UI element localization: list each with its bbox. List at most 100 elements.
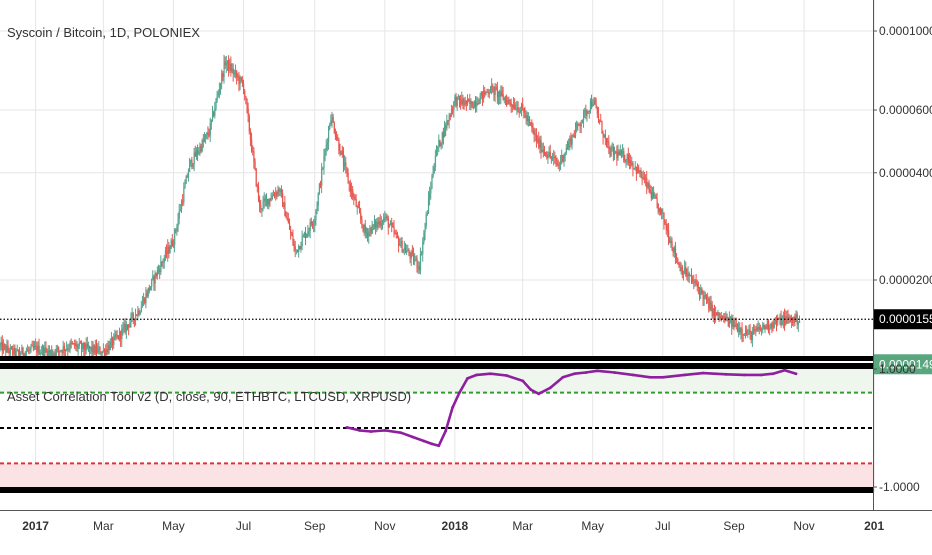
- time-axis-label: Sep: [723, 519, 745, 533]
- price-candle-body: [217, 92, 219, 96]
- price-candle-body: [210, 119, 213, 123]
- price-candle-body: [691, 274, 693, 280]
- price-candle-body: [403, 248, 406, 250]
- price-candle-body: [797, 322, 800, 325]
- time-axis-label: Jul: [655, 519, 670, 533]
- price-candle-body: [303, 233, 306, 236]
- price-candle-body: [507, 99, 509, 105]
- price-candle-body: [416, 258, 418, 267]
- price-candle-body: [348, 182, 350, 185]
- price-candle-body: [121, 328, 123, 340]
- price-candle-body: [712, 308, 715, 317]
- price-candle-body: [387, 218, 389, 228]
- price-candle-body: [686, 275, 688, 277]
- price-candle-body: [439, 140, 441, 147]
- price-candle-body: [78, 342, 80, 347]
- price-candle-body: [118, 331, 121, 339]
- price-candle-body: [249, 131, 252, 140]
- price-candle-body: [105, 349, 107, 356]
- price-candle-body: [578, 124, 580, 126]
- price-candle-body: [385, 216, 387, 218]
- price-candle-body: [400, 240, 402, 245]
- price-candle-body: [218, 89, 221, 93]
- price-candle-body: [713, 308, 716, 317]
- price-candle-body: [76, 344, 78, 349]
- price-candle-body: [539, 140, 541, 148]
- price-candle-body: [6, 345, 8, 353]
- price-candle-body: [424, 225, 426, 233]
- price-candle-body: [494, 87, 496, 95]
- price-candle-body: [502, 94, 504, 100]
- price-candle-body: [64, 349, 67, 352]
- price-candle-body: [461, 98, 463, 105]
- price-candle-body: [485, 91, 487, 95]
- price-candle-body: [609, 148, 611, 156]
- correlation-point: [548, 386, 552, 390]
- price-candle-body: [179, 209, 182, 211]
- price-candle-body: [109, 341, 111, 350]
- price-candle-body: [45, 347, 47, 351]
- price-candle-body: [125, 324, 128, 332]
- price-candle-body: [22, 347, 24, 355]
- price-candle-body: [580, 123, 582, 127]
- price-candle-body: [382, 222, 384, 224]
- price-candle-body: [669, 239, 671, 244]
- price-candle-body: [247, 108, 249, 117]
- price-candle-body: [426, 213, 429, 215]
- price-candle-body: [129, 322, 131, 328]
- price-candle-body: [614, 151, 616, 155]
- price-candle-body: [263, 198, 265, 202]
- correlation-point: [369, 430, 373, 433]
- price-candle-body: [433, 167, 435, 173]
- price-candle-body: [384, 217, 386, 219]
- price-candle-body: [52, 354, 54, 356]
- price-candle-body: [504, 97, 507, 100]
- grid-layer: [0, 0, 875, 492]
- price-candle-body: [63, 346, 66, 352]
- price-candle-body: [53, 353, 55, 355]
- price-candle-body: [183, 188, 185, 203]
- price-candle-body: [679, 265, 681, 272]
- price-candle-body: [334, 132, 337, 137]
- price-candle-body: [645, 178, 647, 180]
- correlation-point: [475, 373, 479, 377]
- price-candle-body: [216, 95, 218, 100]
- price-candle-body: [315, 211, 317, 220]
- price-candle-body: [585, 110, 587, 116]
- price-candle-body: [755, 328, 757, 331]
- correlation-point: [422, 439, 426, 443]
- price-candle-body: [230, 63, 232, 72]
- price-candle-body: [662, 212, 664, 214]
- price-candle-body: [522, 104, 524, 108]
- price-candle-body: [248, 116, 250, 132]
- price-candle-body: [131, 313, 133, 316]
- price-candle-body: [197, 150, 199, 154]
- price-candle-body: [447, 120, 449, 122]
- price-candle-body: [370, 228, 372, 234]
- price-candle-body: [85, 343, 87, 351]
- price-candle-body: [430, 188, 432, 194]
- price-candle-body: [264, 198, 267, 200]
- price-candle-body: [91, 346, 93, 353]
- price-candle-body: [743, 334, 746, 336]
- price-candle-body: [38, 345, 40, 355]
- price-candle-body: [508, 99, 510, 101]
- price-candle-body: [100, 353, 102, 355]
- price-candle-body: [120, 331, 122, 340]
- price-candle-body: [260, 204, 262, 210]
- price-candle-body: [81, 343, 83, 349]
- price-candle-body: [48, 350, 51, 353]
- price-candle-body: [798, 320, 801, 323]
- price-candle-body: [418, 266, 420, 271]
- price-candle-body: [586, 111, 588, 116]
- price-candle-body: [333, 122, 335, 133]
- price-candle-body: [42, 347, 44, 353]
- price-candle-body: [780, 316, 782, 326]
- price-candle-body: [93, 345, 95, 354]
- price-candle-body: [414, 259, 416, 262]
- price-candle-body: [688, 273, 690, 276]
- price-candle-body: [471, 101, 473, 108]
- price-candle-body: [363, 225, 365, 231]
- price-candle-body: [431, 176, 433, 189]
